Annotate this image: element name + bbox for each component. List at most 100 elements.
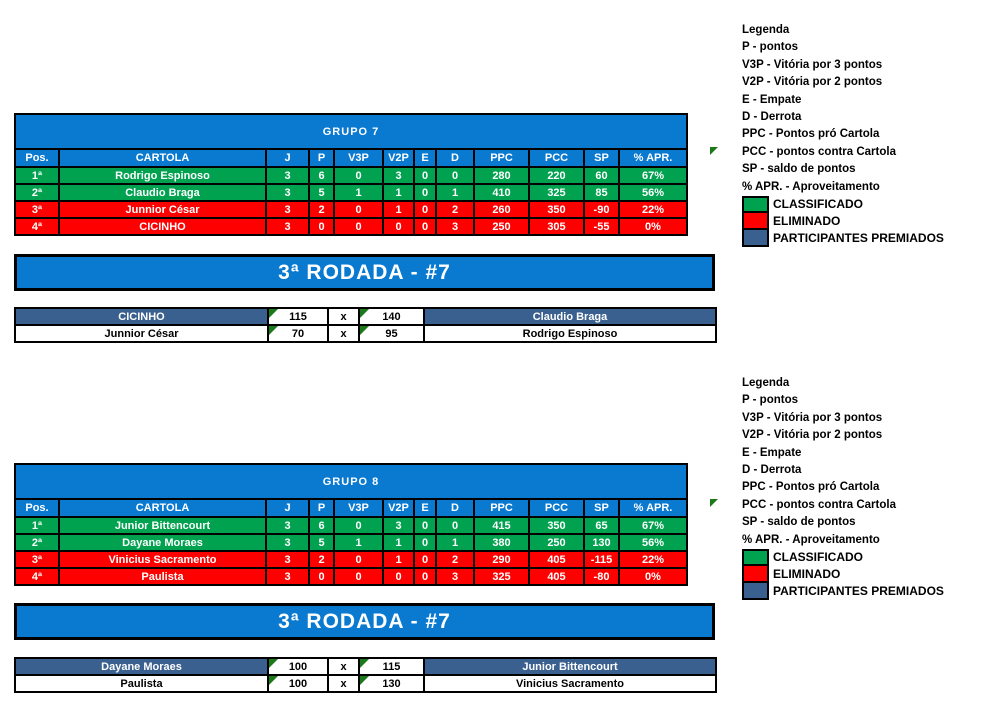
pcc-cell[interactable]: 405 (528, 567, 585, 586)
p-cell[interactable]: 6 (308, 516, 335, 535)
score-separator-cell[interactable]: x (327, 307, 360, 326)
d-cell[interactable]: 0 (435, 166, 475, 185)
ppc-cell[interactable]: 410 (473, 183, 530, 202)
j-cell[interactable]: 3 (265, 200, 310, 219)
apr-cell[interactable]: 56% (617, 533, 689, 552)
pos-cell[interactable]: 1ª (14, 516, 60, 535)
away-cartola-cell[interactable]: Rodrigo Espinoso (423, 324, 717, 343)
pcc-cell[interactable]: 350 (528, 516, 585, 535)
v3p-cell[interactable]: 0 (333, 516, 384, 535)
ppc-cell[interactable]: 380 (473, 533, 530, 552)
d-cell[interactable]: 3 (435, 217, 475, 236)
away-cartola-cell[interactable]: Junior Bittencourt (423, 657, 717, 676)
ppc-cell[interactable]: 415 (473, 516, 530, 535)
ppc-cell[interactable]: 290 (473, 550, 530, 569)
v2p-cell[interactable]: 1 (382, 533, 415, 552)
e-cell[interactable]: 0 (413, 516, 437, 535)
p-cell[interactable]: 5 (308, 183, 335, 202)
d-cell[interactable]: 3 (435, 567, 475, 586)
sp-cell[interactable]: 85 (583, 183, 620, 202)
score-separator-cell[interactable]: x (327, 674, 360, 693)
home-score-cell[interactable]: 100 (267, 674, 329, 693)
p-cell[interactable]: 0 (308, 217, 335, 236)
apr-cell[interactable]: 56% (617, 183, 689, 202)
pcc-cell[interactable]: 250 (528, 533, 585, 552)
pos-cell[interactable]: 3ª (14, 200, 60, 219)
e-cell[interactable]: 0 (413, 200, 437, 219)
v3p-cell[interactable]: 1 (333, 183, 384, 202)
j-cell[interactable]: 3 (265, 550, 310, 569)
away-score-cell[interactable]: 95 (358, 324, 425, 343)
sp-cell[interactable]: -115 (583, 550, 620, 569)
cartola-cell[interactable]: Dayane Moraes (58, 533, 267, 552)
p-cell[interactable]: 0 (308, 567, 335, 586)
home-cartola-cell[interactable]: CICINHO (14, 307, 269, 326)
away-score-cell[interactable]: 140 (358, 307, 425, 326)
v2p-cell[interactable]: 1 (382, 550, 415, 569)
ppc-cell[interactable]: 325 (473, 567, 530, 586)
pos-cell[interactable]: 2ª (14, 533, 60, 552)
p-cell[interactable]: 6 (308, 166, 335, 185)
v3p-cell[interactable]: 0 (333, 200, 384, 219)
away-cartola-cell[interactable]: Claudio Braga (423, 307, 717, 326)
v2p-cell[interactable]: 0 (382, 217, 415, 236)
p-cell[interactable]: 2 (308, 200, 335, 219)
j-cell[interactable]: 3 (265, 516, 310, 535)
j-cell[interactable]: 3 (265, 533, 310, 552)
e-cell[interactable]: 0 (413, 166, 437, 185)
apr-cell[interactable]: 67% (617, 166, 689, 185)
sp-cell[interactable]: 130 (583, 533, 620, 552)
v2p-cell[interactable]: 3 (382, 516, 415, 535)
apr-cell[interactable]: 0% (617, 567, 689, 586)
p-cell[interactable]: 2 (308, 550, 335, 569)
v3p-cell[interactable]: 0 (333, 217, 384, 236)
d-cell[interactable]: 2 (435, 200, 475, 219)
apr-cell[interactable]: 67% (617, 516, 689, 535)
pcc-cell[interactable]: 220 (528, 166, 585, 185)
score-separator-cell[interactable]: x (327, 324, 360, 343)
home-cartola-cell[interactable]: Dayane Moraes (14, 657, 269, 676)
pos-cell[interactable]: 4ª (14, 567, 60, 586)
pcc-cell[interactable]: 350 (528, 200, 585, 219)
apr-cell[interactable]: 22% (617, 200, 689, 219)
home-cartola-cell[interactable]: Junnior César (14, 324, 269, 343)
cartola-cell[interactable]: Vinicius Sacramento (58, 550, 267, 569)
v3p-cell[interactable]: 1 (333, 533, 384, 552)
away-score-cell[interactable]: 115 (358, 657, 425, 676)
v3p-cell[interactable]: 0 (333, 567, 384, 586)
v2p-cell[interactable]: 0 (382, 567, 415, 586)
j-cell[interactable]: 3 (265, 183, 310, 202)
d-cell[interactable]: 1 (435, 533, 475, 552)
j-cell[interactable]: 3 (265, 166, 310, 185)
away-cartola-cell[interactable]: Vinicius Sacramento (423, 674, 717, 693)
pcc-cell[interactable]: 325 (528, 183, 585, 202)
e-cell[interactable]: 0 (413, 550, 437, 569)
home-score-cell[interactable]: 115 (267, 307, 329, 326)
sp-cell[interactable]: -90 (583, 200, 620, 219)
pcc-cell[interactable]: 405 (528, 550, 585, 569)
pcc-cell[interactable]: 305 (528, 217, 585, 236)
v2p-cell[interactable]: 3 (382, 166, 415, 185)
v3p-cell[interactable]: 0 (333, 550, 384, 569)
e-cell[interactable]: 0 (413, 183, 437, 202)
e-cell[interactable]: 0 (413, 567, 437, 586)
j-cell[interactable]: 3 (265, 567, 310, 586)
sp-cell[interactable]: 60 (583, 166, 620, 185)
d-cell[interactable]: 1 (435, 183, 475, 202)
away-score-cell[interactable]: 130 (358, 674, 425, 693)
sp-cell[interactable]: -80 (583, 567, 620, 586)
cartola-cell[interactable]: CICINHO (58, 217, 267, 236)
cartola-cell[interactable]: Junnior César (58, 200, 267, 219)
cartola-cell[interactable]: Claudio Braga (58, 183, 267, 202)
sp-cell[interactable]: -55 (583, 217, 620, 236)
v2p-cell[interactable]: 1 (382, 183, 415, 202)
pos-cell[interactable]: 1ª (14, 166, 60, 185)
apr-cell[interactable]: 0% (617, 217, 689, 236)
j-cell[interactable]: 3 (265, 217, 310, 236)
cartola-cell[interactable]: Junior Bittencourt (58, 516, 267, 535)
pos-cell[interactable]: 2ª (14, 183, 60, 202)
e-cell[interactable]: 0 (413, 217, 437, 236)
v3p-cell[interactable]: 0 (333, 166, 384, 185)
pos-cell[interactable]: 4ª (14, 217, 60, 236)
ppc-cell[interactable]: 280 (473, 166, 530, 185)
